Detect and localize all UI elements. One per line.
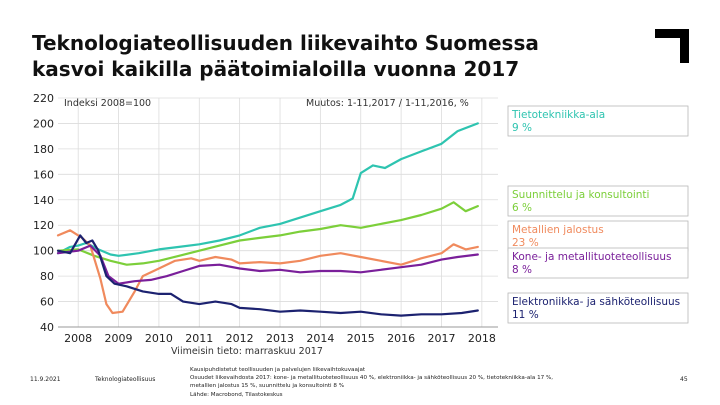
footer-date: 11.9.2021 — [30, 376, 61, 383]
series-line-tietotekniikka — [56, 122, 479, 257]
y-tick-label: 180 — [33, 143, 54, 156]
footer-note-1: Kausipuhdistetut teollisuuden ja palvelu… — [190, 367, 366, 373]
series-label-box — [507, 247, 689, 279]
y-tick-label: 100 — [33, 245, 54, 258]
x-tick-label: 2014 — [306, 332, 334, 345]
brand-logo-icon — [655, 29, 689, 63]
y-tick-label: 40 — [40, 321, 54, 334]
y-tick-label: 140 — [33, 194, 54, 207]
x-tick-label: 2013 — [266, 332, 294, 345]
series-label-box — [507, 220, 689, 252]
y-tick-label: 160 — [33, 168, 54, 181]
series-label-name: Kone- ja metallituoteteollisuus — [512, 251, 671, 263]
page-title: Teknologiateollisuuden liikevaihto Suome… — [32, 30, 632, 82]
series-label-change: 23 % — [512, 237, 539, 249]
series-label-box — [507, 185, 689, 217]
page-number: 45 — [680, 376, 688, 383]
series-label-box — [507, 292, 689, 324]
index-label: Indeksi 2008=100 — [64, 98, 151, 109]
series-label-name: Elektroniikka- ja sähköteollisuus — [512, 296, 680, 308]
series-line-elektroniikka — [56, 234, 479, 317]
x-tick-label: 2011 — [185, 332, 213, 345]
series-line-metallien — [56, 229, 479, 315]
footer-organization: Teknologiateollisuus — [95, 376, 156, 383]
series-label-change: 6 % — [512, 202, 532, 214]
last-data-footnote: Viimeisin tieto: marraskuu 2017 — [171, 346, 323, 357]
series-label-change: 8 % — [512, 264, 532, 276]
footer-note-3: metallien jalostus 15 %, suunnittelu ja … — [190, 383, 345, 390]
y-tick-label: 220 — [33, 92, 54, 105]
series-label-name: Tietotekniikka-ala — [511, 109, 605, 121]
line-chart: 40 60 80 100 120 140 160 180 200 220 2008 2009 2010 2… — [33, 92, 689, 357]
series-label-box — [507, 105, 689, 137]
x-tick-label: 2009 — [105, 332, 133, 345]
y-tick-label: 120 — [33, 219, 54, 232]
chart: 40 60 80 100 120 140 160 180 200 220 2008 2009 2010 2… — [28, 88, 693, 358]
x-tick-label: 2015 — [347, 332, 375, 345]
series-line-kone — [56, 244, 479, 285]
title-line-1: Teknologiateollisuuden liikevaihto Suome… — [32, 31, 539, 55]
series-label-name: Metallien jalostus — [512, 224, 604, 236]
y-tick-label: 80 — [40, 270, 54, 283]
series-line-suunnittelu — [56, 201, 479, 266]
series-label-name: Suunnittelu ja konsultointi — [512, 189, 649, 201]
change-label: Muutos: 1-11,2017 / 1-11,2016, % — [306, 98, 469, 109]
x-tick-label: 2016 — [387, 332, 415, 345]
x-tick-label: 2008 — [64, 332, 92, 345]
x-tick-label: 2018 — [468, 332, 496, 345]
series-label-change: 11 % — [512, 309, 539, 321]
footer-note-2: Osuudet liikevaihdosta 2017: kone- ja me… — [190, 375, 554, 382]
footer-notes: Kausipuhdistetut teollisuuden ja palvelu… — [190, 366, 670, 399]
title-line-2: kasvoi kaikilla päätoimialoilla vuonna 2… — [32, 57, 520, 81]
x-tick-label: 2012 — [226, 332, 254, 345]
x-tick-label: 2017 — [427, 332, 455, 345]
series-label-change: 9 % — [512, 122, 532, 134]
x-tick-label: 2010 — [145, 332, 173, 345]
y-tick-label: 200 — [33, 117, 54, 130]
footer-note-4: Lähde: Macrobond, Tilastokeskus — [190, 391, 283, 398]
y-tick-label: 60 — [40, 296, 54, 309]
